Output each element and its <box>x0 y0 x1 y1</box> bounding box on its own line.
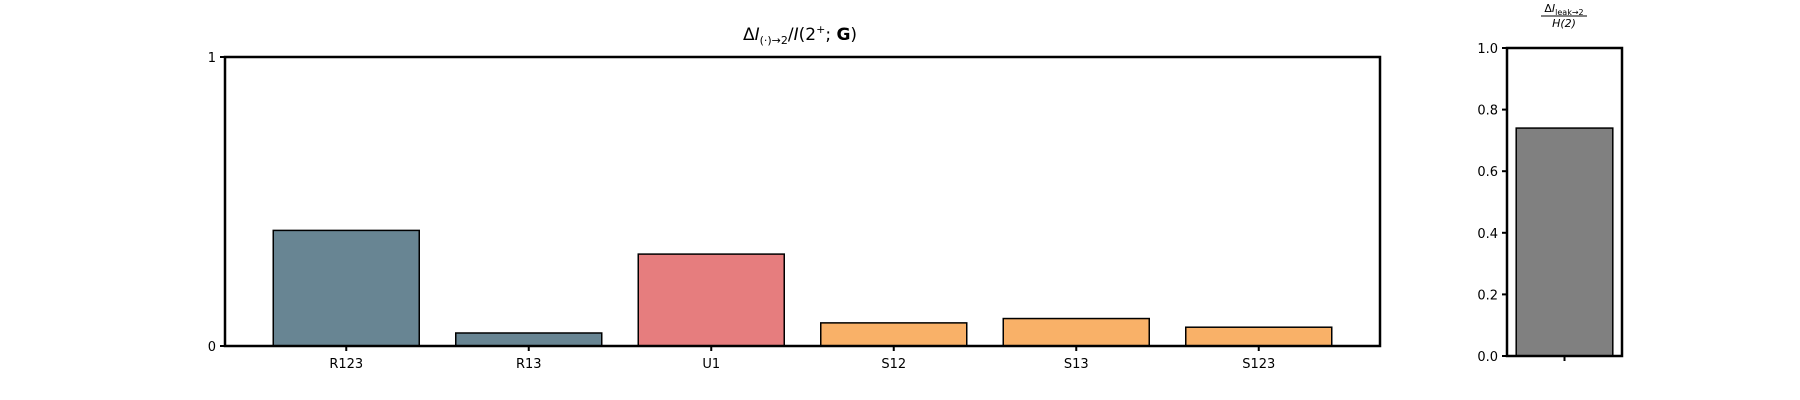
side-y-tick-label-4: 0.8 <box>1477 104 1498 119</box>
title-open: (2 <box>799 25 816 45</box>
side-y-tick-label-1: 0.2 <box>1477 288 1498 303</box>
side-y-axis: 0.0 0.2 0.4 0.6 0.8 1.0 <box>1477 42 1507 365</box>
side-y-tick-label-2: 0.4 <box>1477 227 1498 242</box>
main-bar-r123-0 <box>272 229 420 347</box>
main-bar-u1-2 <box>637 253 785 347</box>
main-y-axis: 01 <box>208 51 225 355</box>
side-bar-bar-0 <box>1515 127 1614 357</box>
main-chart-title: ΔI(·)→2/I(2+; G) <box>743 23 857 47</box>
side-bars-group <box>1515 127 1614 357</box>
side-chart-title: ΔIleak→2 H(2) <box>1541 2 1587 30</box>
main-x-axis: R123 R13 U1 S12 S13 S123 <box>329 346 1275 372</box>
side-y-tick-label-5: 1.0 <box>1477 42 1498 57</box>
side-plot-frame <box>1505 46 1624 358</box>
main-x-tick-label-r13: R13 <box>516 357 542 372</box>
side-num-delta: Δ <box>1544 2 1552 15</box>
title-close: ) <box>850 25 857 45</box>
main-x-tick-label-s13: S13 <box>1064 357 1089 372</box>
main-bar-r13-1 <box>455 332 603 347</box>
main-bars-group <box>272 229 1333 347</box>
title-superscript: + <box>816 23 825 36</box>
side-y-tick-label-0: 0.0 <box>1477 350 1498 365</box>
side-title-denominator: H(2) <box>1552 17 1576 30</box>
main-x-tick-label-s12: S12 <box>881 357 906 372</box>
main-x-tick-label-s123: S123 <box>1242 357 1275 372</box>
side-y-tick-label-3: 0.6 <box>1477 165 1498 180</box>
title-slash: / <box>788 25 794 45</box>
side-num-subscript: leak→2 <box>1555 8 1583 17</box>
title-semicolon: ; <box>825 25 836 45</box>
main-plot-frame <box>223 55 1382 348</box>
title-bold: G <box>836 25 850 45</box>
side-num-i: I <box>1552 2 1555 15</box>
title-delta: Δ <box>743 25 755 45</box>
main-bar-s12-3 <box>820 322 968 347</box>
main-bar-s13-4 <box>1002 317 1150 347</box>
title-i-2: I <box>794 25 799 45</box>
main-bar-s123-5 <box>1185 326 1333 347</box>
side-title-numerator: ΔIleak→2 <box>1544 2 1583 17</box>
title-i-1: I <box>755 25 760 45</box>
side-bar-chart: 0.0 0.2 0.4 0.6 0.8 1.0 <box>1477 42 1624 365</box>
main-bar-chart: R123 R13 U1 S12 S13 S123 01 <box>208 51 1382 372</box>
main-x-tick-label-r123: R123 <box>329 357 363 372</box>
title-subscript: (·)→2 <box>760 34 788 47</box>
main-x-tick-label-u1: U1 <box>702 357 720 372</box>
main-y-tick-label-1: 1 <box>208 51 216 66</box>
main-y-tick-label-0: 0 <box>208 340 216 355</box>
